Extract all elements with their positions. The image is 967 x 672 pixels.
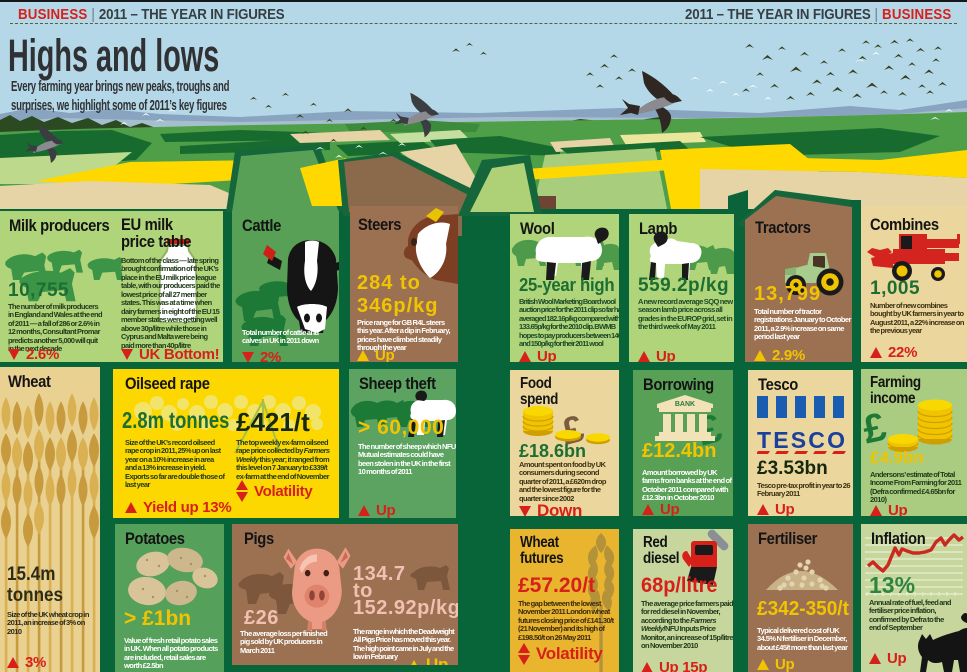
svg-text:BANK: BANK — [675, 401, 695, 408]
svg-text:TESCO: TESCO — [757, 427, 845, 453]
svg-text:£: £ — [861, 405, 890, 453]
